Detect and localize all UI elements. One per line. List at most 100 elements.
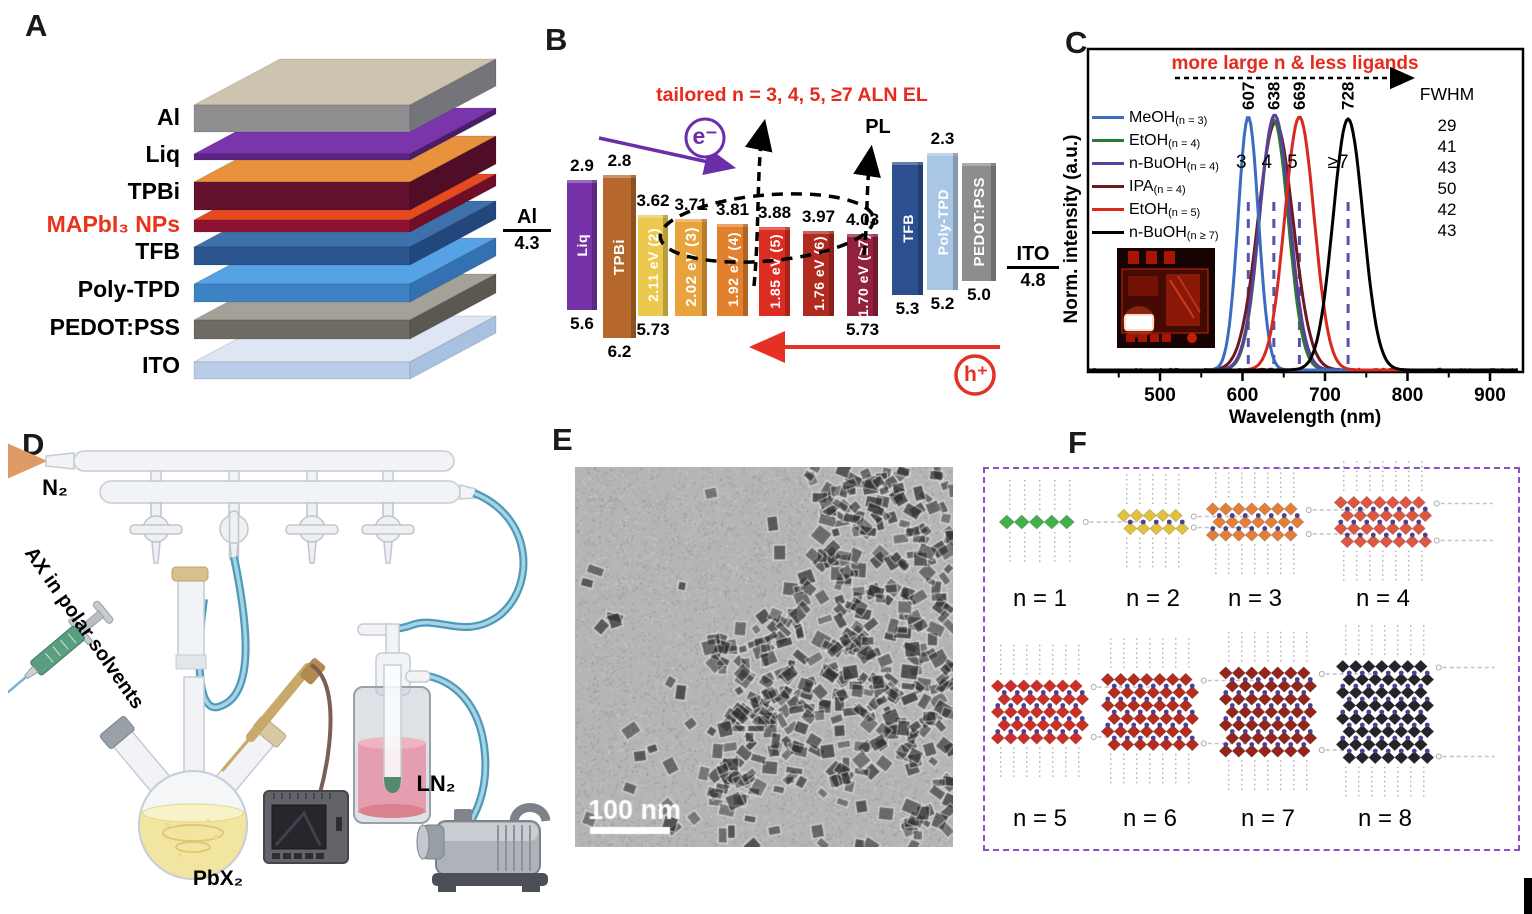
ln2-label: LN₂ <box>416 771 456 796</box>
layer-label-5: Poly-TPD <box>77 276 180 302</box>
legend-entry-EtOH: EtOH (n = 4) <box>1092 129 1219 152</box>
corner-mark <box>1524 878 1532 914</box>
three-neck-flask <box>99 566 287 880</box>
layer-label-1: Liq <box>145 141 181 167</box>
al-electrode-name: Al <box>517 206 537 228</box>
energy-bar-1.92 eV (4): 1.92 eV (4) <box>717 223 748 316</box>
stopcock-valves <box>129 502 415 566</box>
bar-bottom-value: 6.2 <box>607 342 632 362</box>
bar-top-value: 2.3 <box>930 129 955 149</box>
ito-electrode: ITO 4.8 <box>1007 243 1059 290</box>
peak-wavelength-label: 607 <box>1239 82 1258 110</box>
bar-bottom-value: 5.73 <box>845 319 880 339</box>
legend-line-swatch <box>1092 231 1124 234</box>
peak-n-label: ≥7 <box>1328 152 1349 173</box>
stack-layer <box>193 107 497 161</box>
legend-line-swatch <box>1092 162 1124 165</box>
fwhm-values: 29 41 43 50 42 43 <box>1417 115 1477 241</box>
energy-bar-1.70 eV (≥7): 1.70 eV (≥7) <box>847 234 878 317</box>
legend-entry-IPA: IPA (n = 4) <box>1092 175 1219 198</box>
legend-entry-EtOH: EtOH (n = 5) <box>1092 198 1219 221</box>
stack-layer <box>193 273 497 340</box>
fwhm-value: 29 <box>1437 116 1457 135</box>
energy-bar-2.02 eV (3): 2.02 eV (3) <box>675 218 707 316</box>
temperature-controller-icon <box>263 790 349 864</box>
bar-bottom-value: 5.2 <box>930 294 955 314</box>
ito-workfunction: 4.8 <box>1020 270 1046 290</box>
peak-wavelength-label: 728 <box>1339 82 1358 110</box>
panel-device-stack: A Al Liq TPBi MAPbI₃ NPs TFB Poly-TPD PEDOT:PS… <box>10 8 540 420</box>
stack-layer <box>193 173 497 233</box>
energy-bars: Liq 2.9 5.6 TPBi 2.8 6.2 2.11 eV (2) 3.62 5.73 2.… <box>500 18 1068 418</box>
energy-bar-1.85 eV (5): 1.85 eV (5) <box>759 227 790 316</box>
legend-line-swatch <box>1092 139 1124 142</box>
stack-layer <box>193 200 497 266</box>
panel-c-label: C <box>1065 25 1088 60</box>
stack-layer <box>193 315 497 380</box>
peak-wavelength-label: 638 <box>1264 82 1283 110</box>
x-tick-label: 600 <box>1227 385 1259 406</box>
n-value-label: n = 7 <box>1240 805 1296 832</box>
legend-line-swatch <box>1092 208 1124 211</box>
schematics-border <box>983 467 1520 851</box>
n-value-label: n = 2 <box>1125 585 1181 612</box>
bar-top-value: 2.8 <box>607 151 632 171</box>
layer-label-6: PEDOT:PSS <box>49 314 180 340</box>
bar-bottom-value: 5.3 <box>895 299 920 319</box>
panel-pl-spectra: C more large n & less ligands FWHM MeOH(… <box>1061 22 1532 434</box>
panel-f-label: F <box>1068 425 1087 460</box>
hole-symbol: h⁺ <box>964 363 988 386</box>
bar-bottom-value: 5.0 <box>967 284 991 304</box>
n-value-label: n = 3 <box>1227 585 1283 612</box>
panel-tem-image: E <box>548 422 978 892</box>
fwhm-value: 43 <box>1437 221 1457 240</box>
n2-label: N₂ <box>42 475 68 500</box>
peak-n-label: 3 <box>1236 152 1247 173</box>
layer-label-0: Al <box>157 104 180 130</box>
panel-e-label: E <box>552 422 573 457</box>
panel-d-label: D <box>22 427 45 462</box>
x-axis-title: Wavelength (nm) <box>1228 407 1382 428</box>
layer-label-3: MAPbI₃ NPs <box>46 211 180 237</box>
schlenk-line-drawing <box>8 441 551 892</box>
x-tick-label: 500 <box>1144 385 1176 406</box>
panel-b-label: B <box>545 22 568 57</box>
energy-bar-PEDOT:PSS: PEDOT:PSS <box>962 163 996 281</box>
manifold <box>45 450 477 504</box>
al-workfunction: 4.3 <box>514 233 540 253</box>
legend-line-swatch <box>1092 185 1124 188</box>
layer-label-7: ITO <box>142 352 180 378</box>
panel-a-label: A <box>25 8 48 43</box>
fwhm-value: 50 <box>1437 179 1457 198</box>
n-value-label: n = 6 <box>1122 805 1178 832</box>
thermocouple-icon <box>220 658 333 794</box>
n-value-label: n = 4 <box>1355 585 1411 612</box>
x-tick-label: 800 <box>1392 385 1424 406</box>
blue-tubing <box>195 489 528 832</box>
pl-label: PL <box>865 116 891 138</box>
n-labels: n = 1 n = 2 n = 3 n = 4 n = 5 n = 6 n = 7 n = 8 <box>978 425 1532 914</box>
layer-label-4: TFB <box>135 238 180 264</box>
stack-layer <box>193 237 497 303</box>
x-tick-label: 700 <box>1309 385 1341 406</box>
led-photo-inset <box>1117 248 1215 348</box>
spectra-annotation: more large n & less ligands <box>1171 53 1419 74</box>
device-stack-drawing <box>193 58 497 380</box>
energy-bar-Liq: Liq <box>567 180 597 310</box>
stack-layer <box>193 135 497 211</box>
noise-baseline <box>1088 367 1518 372</box>
syringe-solution-label: AX in polar solvents <box>19 543 149 714</box>
n-value-label: n = 5 <box>1012 805 1068 832</box>
fwhm-header: FWHM <box>1419 84 1475 104</box>
al-fermi-line <box>503 229 551 232</box>
fwhm-value: 41 <box>1437 137 1457 156</box>
vacuum-pump-icon <box>416 803 551 892</box>
spectra-legend: MeOH (n = 3) EtOH (n = 4) n-BuOH (n = 4) IPA (n… <box>1092 106 1219 244</box>
electron-symbol: e⁻ <box>692 123 718 149</box>
n-value-label: n = 1 <box>1012 585 1068 612</box>
panel-energy-diagram: B tailored n = 3, 4, 5, ≥7 ALN EL Al 4.3… <box>500 18 1068 418</box>
peak-wavelength-label: 669 <box>1290 82 1309 110</box>
energy-bar-TFB: TFB <box>892 161 923 296</box>
ito-fermi-line <box>1007 266 1059 269</box>
